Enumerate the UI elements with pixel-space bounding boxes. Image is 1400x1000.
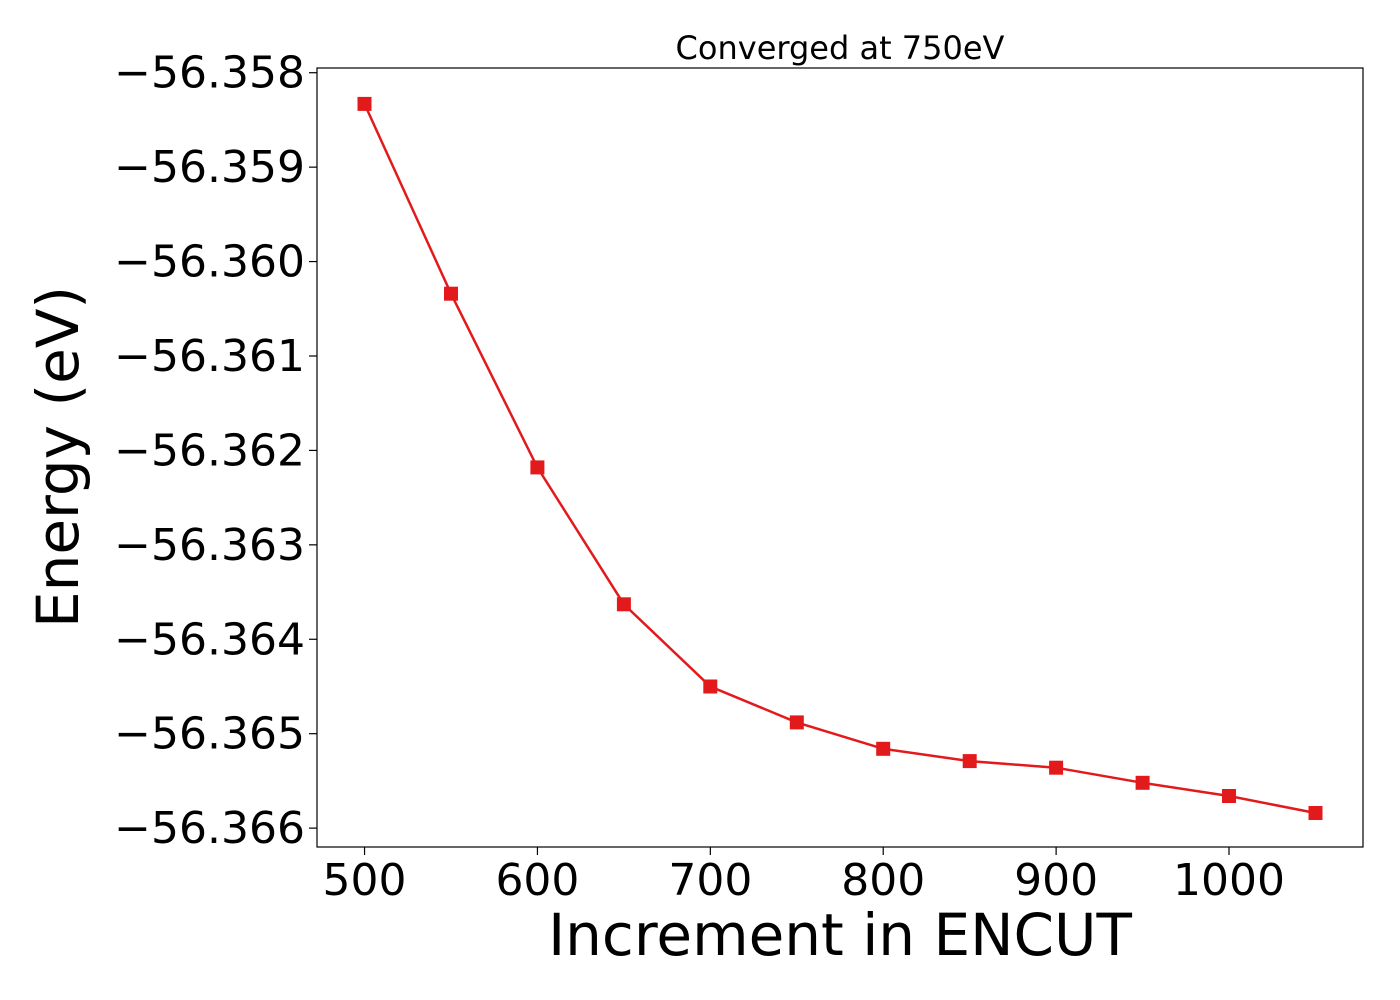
y-tick-label: −56.364 [114,614,305,665]
data-point-marker [703,679,718,694]
x-axis-label: Increment in ENCUT [548,901,1132,969]
y-axis-ticks: −56.358 −56.359 −56.360 −56.361 −56.362 −56.3… [114,48,317,854]
x-tick-label: 600 [495,855,579,906]
x-tick-label: 900 [1014,855,1098,906]
y-tick-label: −56.366 [114,803,305,854]
series-line [363,103,1316,815]
y-axis-label: Energy (eV) [24,286,92,628]
y-tick-label: −56.361 [114,331,305,382]
data-point-marker [444,286,458,301]
data-point-marker [1222,789,1236,803]
data-point-marker [962,754,977,769]
y-tick-label: −56.360 [114,237,305,288]
x-axis-ticks: 500 600 700 800 900 1000 [323,847,1285,906]
y-tick-label: −56.359 [114,142,305,193]
data-point-marker [616,597,631,612]
chart-title: Converged at 750eV [676,29,1005,67]
data-point-marker [1135,775,1150,790]
y-tick-label: −56.358 [114,48,305,99]
data-point-marker [1049,760,1064,775]
data-point-marker [876,741,891,756]
data-point-marker [789,715,804,730]
y-tick-label: −56.365 [114,709,305,760]
data-point-marker [530,460,545,475]
x-tick-label: 500 [323,855,407,906]
x-tick-label: 800 [841,855,925,906]
data-point-marker [357,96,372,111]
series-layer [357,96,1323,820]
data-point-marker [1308,806,1323,820]
plot-frame [316,67,1364,848]
x-tick-label: 1000 [1173,855,1285,906]
x-tick-label: 700 [668,855,752,906]
y-tick-label: −56.362 [114,425,305,476]
y-tick-label: −56.363 [114,520,305,571]
